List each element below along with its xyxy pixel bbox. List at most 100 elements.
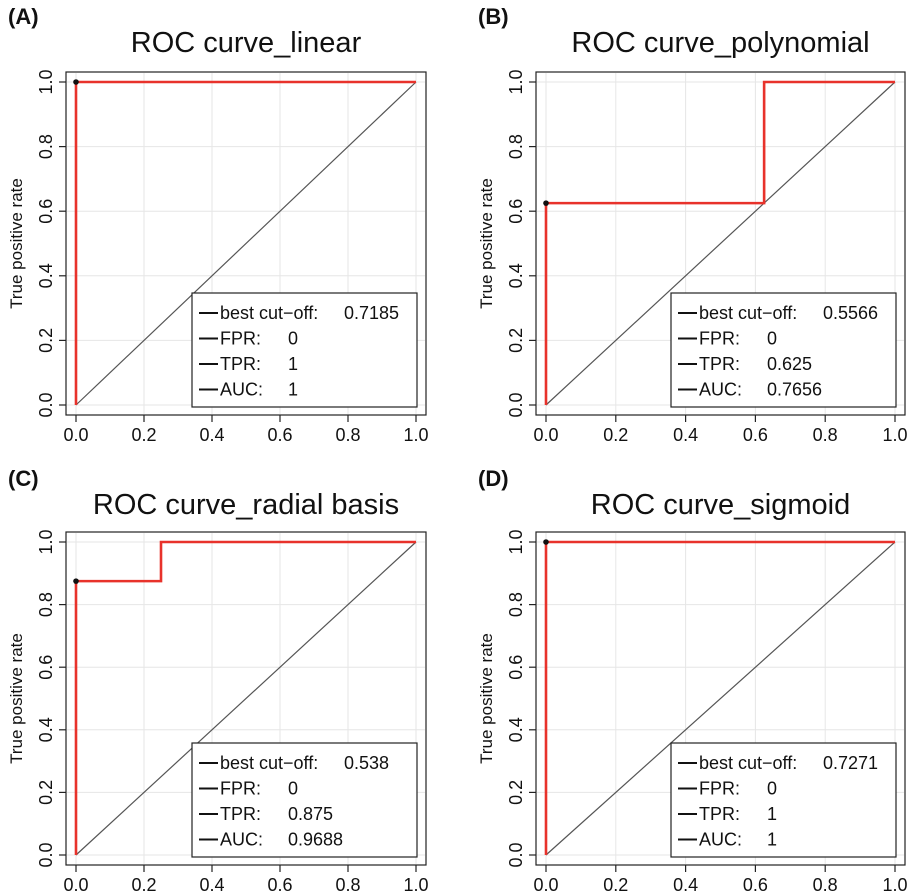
- legend-box: [191, 292, 418, 408]
- x-tick-label: 0.2: [131, 875, 156, 895]
- x-tick-label: 0.2: [131, 425, 156, 445]
- y-axis-label: True positive rate: [477, 178, 496, 309]
- legend-value: 0: [288, 329, 298, 349]
- reference-diagonal-line: [545, 81, 896, 406]
- x-tick-label: 0.4: [673, 425, 698, 445]
- legend-label: AUC:: [220, 380, 263, 400]
- legend-value: 0.875: [288, 804, 333, 824]
- reference-diagonal-line: [75, 541, 417, 856]
- x-tick-label: 0.4: [199, 875, 224, 895]
- y-tick-label: 0.2: [506, 780, 526, 805]
- legend-value: 0.7656: [767, 380, 822, 400]
- y-axis-label: True positive rate: [477, 633, 496, 764]
- plot-frame: [535, 531, 906, 866]
- y-tick-label: 0.0: [506, 392, 526, 417]
- y-tick-label: 0.8: [506, 592, 526, 617]
- legend: best cut−off: 0.7271 FPR: 0 TPR: 1 AUC: 1: [670, 742, 897, 858]
- x-tick-label: 0.0: [533, 425, 558, 445]
- panel-letter: (D): [478, 466, 509, 491]
- plot-frame: [65, 531, 427, 866]
- best-cutoff-point: [73, 578, 79, 584]
- y-tick-label: 0.4: [36, 263, 56, 288]
- chart-title: ROC curve_sigmoid: [591, 489, 850, 521]
- y-tick-label: 0.8: [36, 592, 56, 617]
- legend-label: TPR:: [699, 804, 740, 824]
- y-tick-label: 0.2: [506, 328, 526, 353]
- legend-label: TPR:: [699, 354, 740, 374]
- legend-box: [191, 742, 418, 858]
- x-tick-label: 0.0: [533, 875, 558, 895]
- y-tick-label: 0.0: [506, 842, 526, 867]
- chart-title: ROC curve_radial basis: [93, 489, 399, 521]
- chart-panel-d: (D) ROC curve_sigmoid 0.0 0.2 0.4 0.6 0.8 1.0 0.…: [477, 466, 908, 895]
- legend-value: 1: [767, 830, 777, 850]
- x-tick-label: 1.0: [882, 875, 907, 895]
- legend-value: 0.7271: [823, 753, 878, 773]
- x-tick-label: 0.6: [743, 875, 768, 895]
- legend-label: best cut−off:: [699, 753, 797, 773]
- y-tick-label: 0.4: [506, 717, 526, 742]
- y-tick-label: 0.6: [506, 655, 526, 680]
- legend-label: TPR:: [220, 804, 261, 824]
- legend-value: 0.9688: [288, 830, 343, 850]
- x-tick-label: 0.8: [335, 425, 360, 445]
- y-tick-label: 1.0: [506, 529, 526, 554]
- chart-title: ROC curve_linear: [131, 27, 362, 59]
- x-tick-label: 0.6: [743, 425, 768, 445]
- chart-title: ROC curve_polynomial: [571, 27, 869, 59]
- y-tick-label: 1.0: [36, 529, 56, 554]
- legend-value: 1: [288, 380, 298, 400]
- legend-label: AUC:: [699, 830, 742, 850]
- x-tick-label: 0.8: [813, 425, 838, 445]
- legend: best cut−off: 0.5566 FPR: 0 TPR: 0.625 AUC: 0.7…: [670, 292, 897, 408]
- x-tick-label: 0.0: [63, 875, 88, 895]
- legend: best cut−off: 0.7185 FPR: 0 TPR: 1 AUC: 1: [191, 292, 418, 408]
- legend-value: 0.538: [344, 753, 389, 773]
- panel-letter: (B): [478, 4, 509, 29]
- y-tick-label: 1.0: [36, 69, 56, 94]
- legend-label: FPR:: [699, 779, 740, 799]
- chart-panel-a: (A) ROC curve_linear 0.0 0.2 0.4 0.6 0.8 1.0 0.0…: [7, 4, 429, 445]
- legend: best cut−off: 0.538 FPR: 0 TPR: 0.875 AUC: 0.96…: [191, 742, 418, 858]
- chart-panel-b: (B) ROC curve_polynomial 0.0 0.2 0.4 0.6 0.8 1.…: [477, 4, 908, 445]
- x-tick-label: 1.0: [882, 425, 907, 445]
- legend-box: [670, 742, 897, 858]
- y-axis-label: True positive rate: [7, 633, 26, 764]
- x-tick-label: 0.2: [603, 875, 628, 895]
- reference-diagonal-line: [75, 81, 417, 406]
- x-tick-label: 0.8: [813, 875, 838, 895]
- y-tick-label: 0.8: [506, 134, 526, 159]
- x-tick-label: 0.6: [267, 875, 292, 895]
- legend-label: best cut−off:: [699, 303, 797, 323]
- panel-letter: (C): [8, 466, 39, 491]
- legend-value: 1: [767, 804, 777, 824]
- legend-value: 0.7185: [344, 303, 399, 323]
- panel-letter: (A): [8, 4, 39, 29]
- x-tick-label: 0.4: [673, 875, 698, 895]
- plot-frame: [535, 71, 906, 416]
- best-cutoff-point: [73, 79, 79, 85]
- legend-box: [670, 292, 897, 408]
- y-tick-label: 0.0: [36, 842, 56, 867]
- legend-label: best cut−off:: [220, 753, 318, 773]
- legend-value: 0.625: [767, 354, 812, 374]
- plot-frame: [65, 71, 427, 416]
- legend-label: AUC:: [220, 830, 263, 850]
- x-tick-label: 0.8: [335, 875, 360, 895]
- chart-panel-c: (C) ROC curve_radial basis 0.0 0.2 0.4 0.6 0.8…: [7, 466, 429, 895]
- y-tick-label: 0.6: [506, 199, 526, 224]
- legend-label: FPR:: [220, 329, 261, 349]
- legend-value: 0.5566: [823, 303, 878, 323]
- y-tick-label: 1.0: [506, 69, 526, 94]
- legend-label: FPR:: [220, 779, 261, 799]
- legend-value: 0: [767, 329, 777, 349]
- legend-value: 0: [767, 779, 777, 799]
- best-cutoff-point: [543, 539, 549, 545]
- y-axis-label: True positive rate: [7, 178, 26, 309]
- x-tick-label: 1.0: [403, 425, 428, 445]
- y-tick-label: 0.4: [506, 263, 526, 288]
- x-tick-label: 0.6: [267, 425, 292, 445]
- legend-label: TPR:: [220, 354, 261, 374]
- x-tick-label: 1.0: [403, 875, 428, 895]
